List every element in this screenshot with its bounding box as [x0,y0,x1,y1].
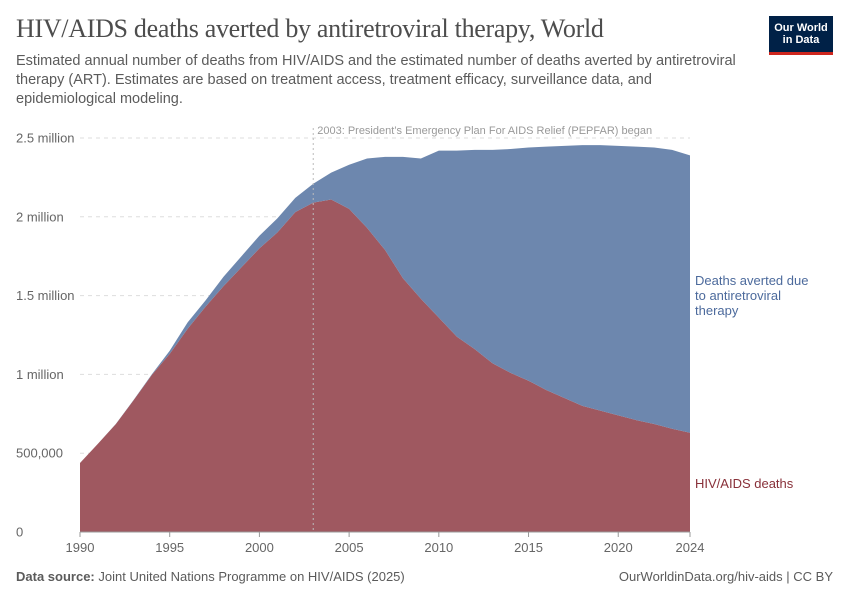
series-label-line: Deaths averted due [695,273,808,288]
series-label-deaths-averted: Deaths averted due to antiretroviral thera… [695,273,808,318]
x-tick-label: 2020 [604,540,633,555]
series-label-line: therapy [695,303,739,318]
owid-logo[interactable]: Our World in Data [769,16,833,55]
y-tick-label: 1.5 million [16,288,75,303]
data-source-text[interactable]: Joint United Nations Programme on HIV/AI… [98,569,405,584]
y-tick-label: 2 million [16,209,64,224]
area-series-hiv-deaths [80,199,690,533]
chart-title: HIV/AIDS deaths averted by antiretrovira… [16,14,604,43]
annotation-text: 2003: President’s Emergency Plan For AID… [317,125,652,137]
data-source: Data source: Joint United Nations Progra… [16,569,405,584]
y-tick-label: 2.5 million [16,131,75,146]
x-tick-label: 2000 [245,540,274,555]
series-label-hiv-deaths: HIV/AIDS deaths [695,476,794,491]
x-tick-label: 1990 [66,540,95,555]
data-source-label: Data source: [16,569,95,584]
x-tick-label: 2005 [335,540,364,555]
chart-subtitle: Estimated annual number of deaths from H… [16,53,736,107]
x-tick-label: 2015 [514,540,543,555]
x-tick-label: 1995 [155,540,184,555]
y-tick-label: 500,000 [16,446,63,461]
area-series-deaths-averted [80,145,690,463]
y-tick-label: 0 [16,525,23,540]
y-tick-label: 1 million [16,367,64,382]
footer-url[interactable]: OurWorldinData.org/hiv-aids | CC BY [618,569,833,584]
x-tick-label: 2010 [424,540,453,555]
x-tick-label: 2024 [676,540,705,555]
series-label-line: to antiretroviral [695,288,781,303]
